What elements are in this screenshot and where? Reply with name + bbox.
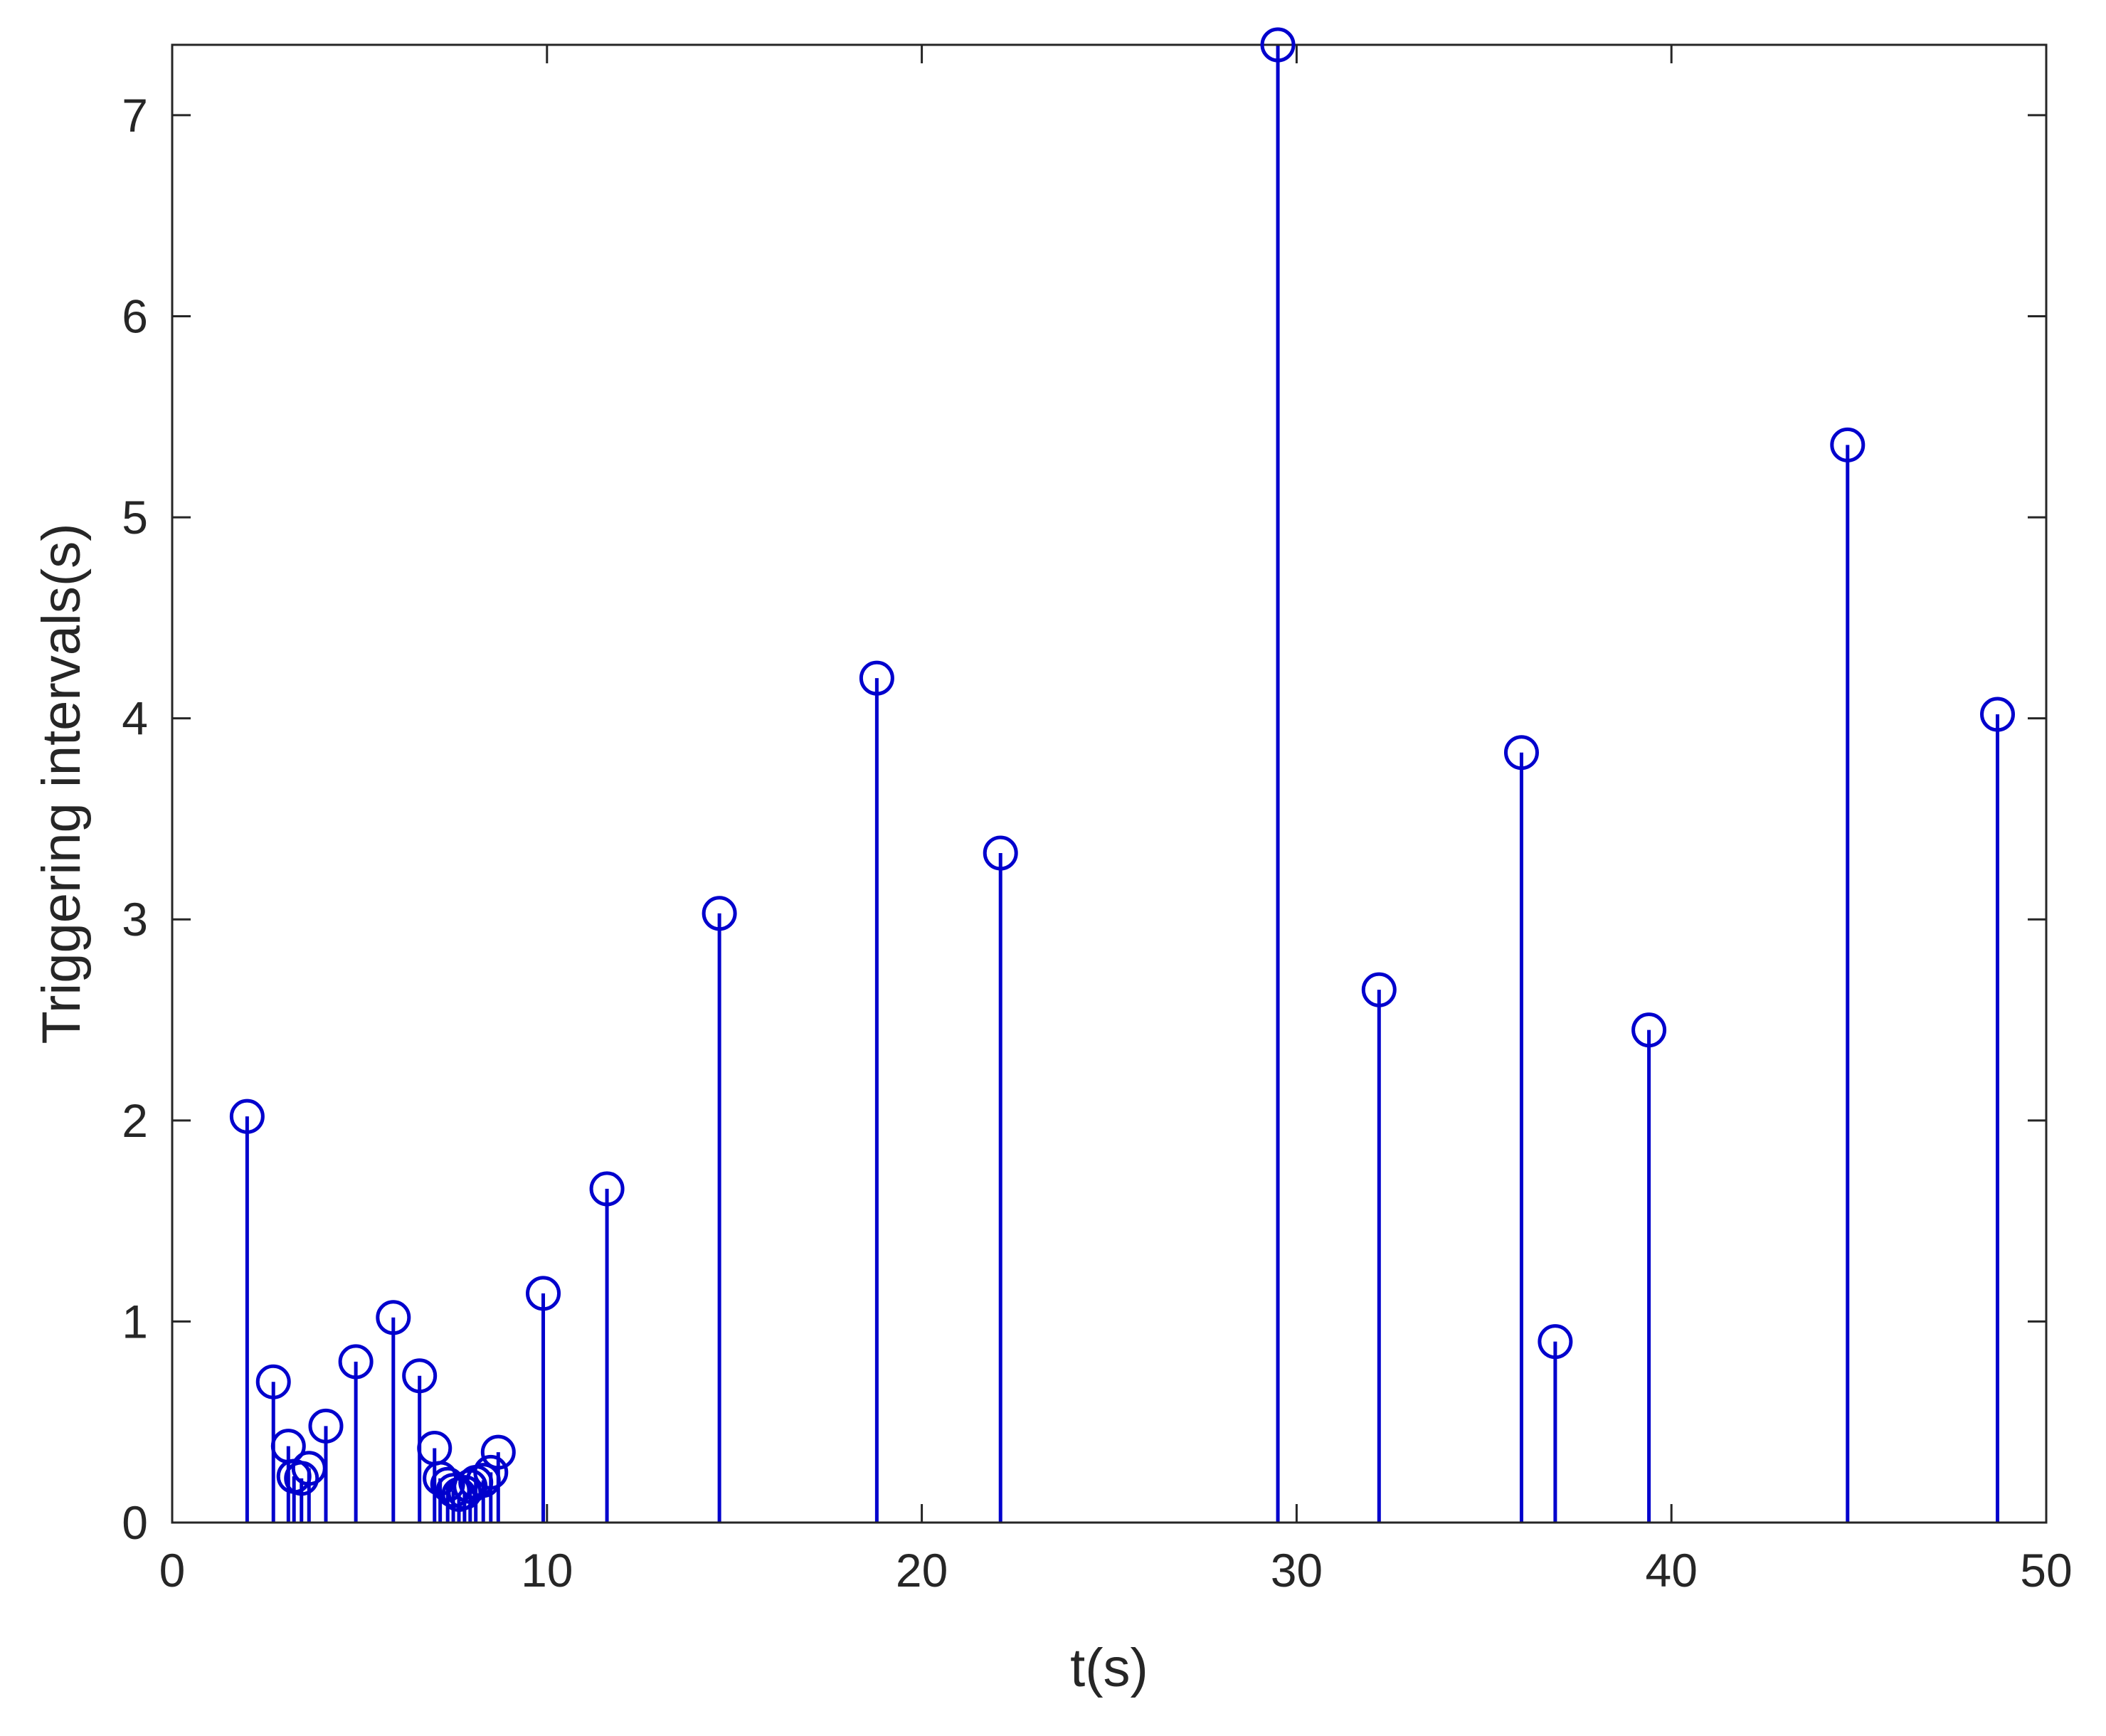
stem-marker [1631,1012,1667,1048]
x-tick-label: 50 [2020,1544,2072,1597]
stem-marker [308,1408,344,1444]
stem-marker [1830,427,1866,462]
stem-marker [589,1171,625,1207]
x-axis-label: t(s) [1070,1638,1148,1698]
y-tick-label: 3 [122,893,148,946]
y-axis-label: Triggering intervals(s) [31,523,92,1044]
stem-marker [1361,972,1397,1007]
stem-marker [1980,697,2016,732]
stem-marker [1260,27,1296,63]
stem-marker [284,1461,319,1496]
stem-marker [338,1344,374,1380]
x-tick-label: 0 [159,1544,186,1597]
y-tick-label: 4 [122,692,148,745]
labels-layer: t(s) Triggering intervals(s) 0 10 20 30 40 50… [31,89,2073,1698]
stem-marker [229,1099,265,1134]
stem-marker [859,660,894,696]
stem-marker [465,1463,501,1498]
y-tick-label: 0 [122,1496,148,1549]
stem-marker [1538,1324,1573,1360]
y-tick-label: 5 [122,491,148,544]
stem-marker [526,1276,561,1311]
x-tick-label: 10 [521,1544,573,1597]
stem-marker [983,835,1018,871]
x-tick-label: 20 [896,1544,948,1597]
plot-frame [171,43,2048,1524]
y-tick-label: 7 [122,89,148,142]
stem-marker [291,1451,327,1486]
markers-layer [229,27,2016,1512]
x-tick-label: 30 [1271,1544,1323,1597]
x-tick-label: 40 [1645,1544,1697,1597]
y-tick-label: 1 [122,1295,148,1348]
stem-marker [255,1364,291,1399]
stem-marker [702,896,737,931]
stem-marker [1503,735,1539,771]
y-tick-label: 2 [122,1094,148,1147]
stem-marker [430,1466,465,1502]
stem-marker [473,1454,509,1490]
stem-marker [376,1300,411,1335]
stem-marker [447,1475,482,1510]
stem-marker [402,1358,438,1394]
stem-marker [480,1434,516,1470]
y-tick-label: 6 [122,290,148,342]
axes-layer [171,43,2048,1524]
stem-marker [435,1473,471,1508]
